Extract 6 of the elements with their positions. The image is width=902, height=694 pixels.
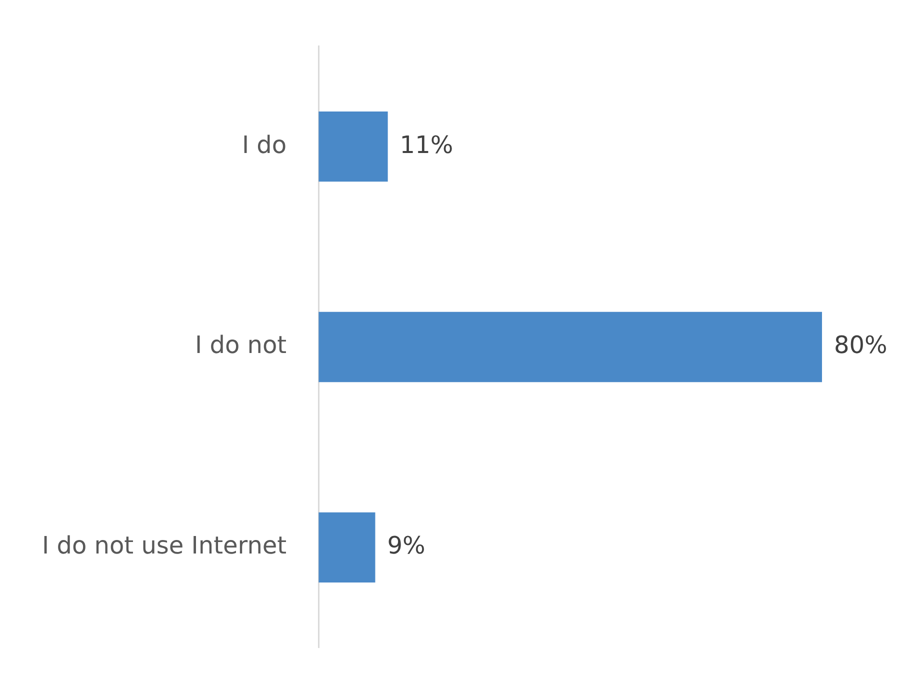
y-tick-label: I do xyxy=(242,130,287,159)
y-tick-label: I do not use Internet xyxy=(42,532,287,560)
data-label: 80% xyxy=(834,331,888,360)
y-tick-label: I do not xyxy=(195,331,287,360)
data-label: 11% xyxy=(400,130,454,159)
data-label: 9% xyxy=(387,532,426,560)
